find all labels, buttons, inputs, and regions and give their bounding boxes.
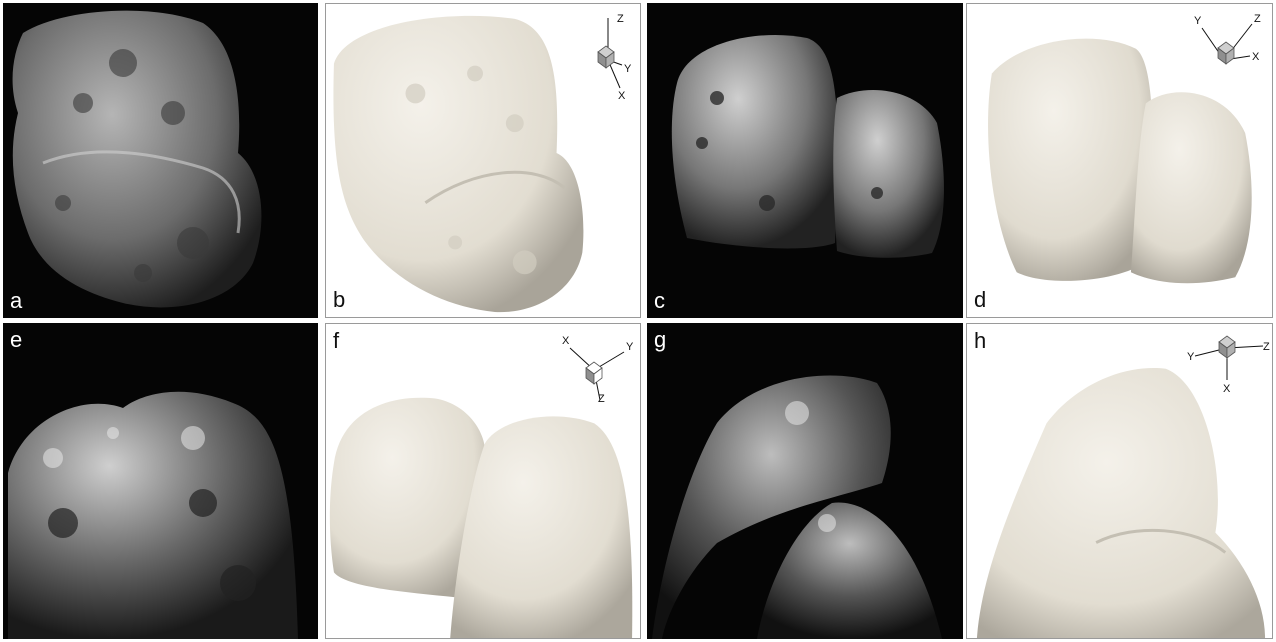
panel-label: f <box>333 328 340 353</box>
panel-f-model: X Y Z f <box>325 323 641 639</box>
axis-y-label: Y <box>1194 15 1202 27</box>
panel-label: e <box>10 327 23 352</box>
panel-label: g <box>654 327 667 352</box>
panel-d-model: Y Z X d <box>966 3 1273 318</box>
shape-model-h <box>976 367 1266 638</box>
axis-x-label: X <box>1223 383 1231 395</box>
axis-y-label: Y <box>1187 351 1195 363</box>
orientation-axes-f: X Y Z <box>558 330 638 410</box>
comet-photo-g <box>652 375 942 639</box>
orientation-axes-b: Z Y X <box>578 10 640 102</box>
shape-model-f <box>329 397 633 638</box>
panel-label: a <box>10 288 23 313</box>
axis-y-label: Y <box>626 341 634 353</box>
panel-label: c <box>654 288 665 313</box>
orientation-axes-h: Y Z X <box>1187 328 1270 408</box>
panel-label: d <box>974 287 987 312</box>
comet-photo-e <box>8 391 298 639</box>
panel-c-photo: c <box>647 3 963 318</box>
panel-label: b <box>333 287 346 312</box>
axis-z-label: Z <box>617 13 624 25</box>
axis-z-label: Z <box>598 393 605 405</box>
axis-x-label: X <box>1252 51 1260 63</box>
panel-e-photo: e <box>3 323 318 639</box>
panel-a-photo: a <box>3 3 318 318</box>
panel-label: h <box>974 328 987 353</box>
panel-g-photo: g <box>647 323 963 639</box>
axis-z-label: Z <box>1254 13 1261 25</box>
panel-h-model: Y Z X h <box>966 323 1273 639</box>
panel-b-model: Z Y X b <box>325 3 641 318</box>
shape-model-d <box>988 38 1252 284</box>
axis-y-label: Y <box>624 63 632 75</box>
shape-model-b <box>333 15 584 313</box>
axis-z-label: Z <box>1263 341 1270 353</box>
comet-photo-a <box>12 10 262 308</box>
orientation-axes-d: Y Z X <box>1192 10 1272 90</box>
axis-x-label: X <box>562 335 570 347</box>
comet-photo-c <box>671 35 944 258</box>
axis-x-label: X <box>618 90 626 102</box>
